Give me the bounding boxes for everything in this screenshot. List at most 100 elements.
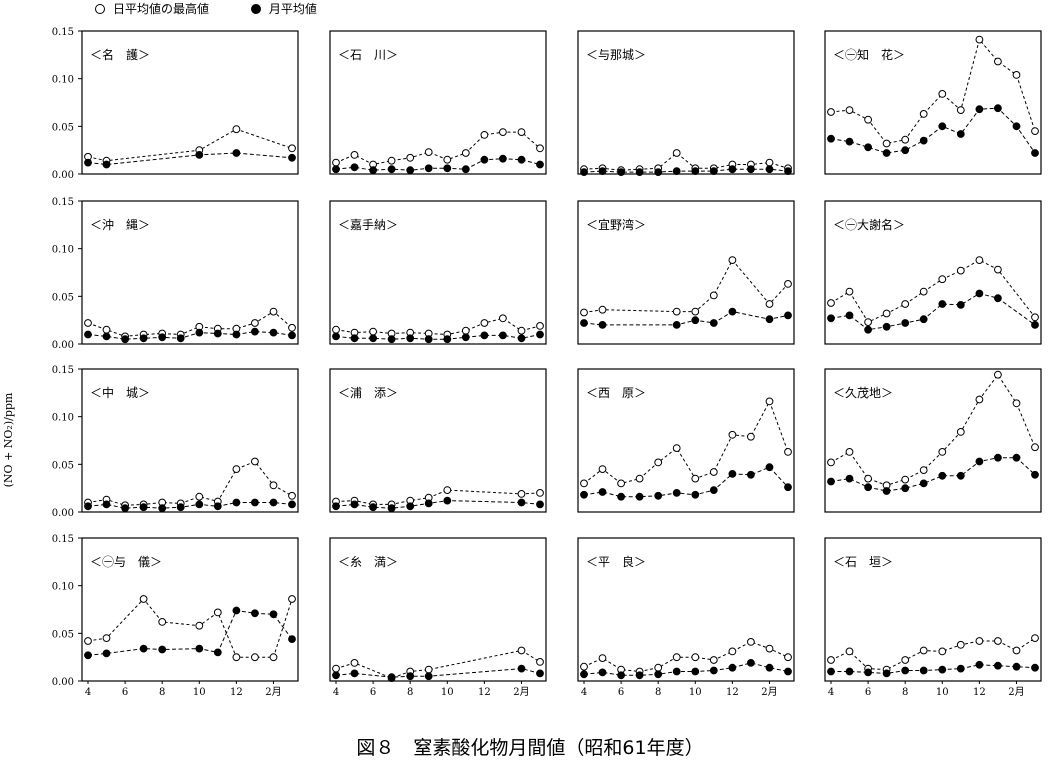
data-point-max xyxy=(102,634,111,642)
panel-frame xyxy=(81,368,299,513)
data-point-max xyxy=(654,663,663,672)
data-point-max xyxy=(598,305,607,314)
data-point-mean xyxy=(536,160,544,169)
data-point-mean xyxy=(350,163,359,172)
x-tick-label: 8 xyxy=(159,687,165,698)
data-point-mean xyxy=(288,153,296,162)
data-point-mean xyxy=(784,167,792,176)
data-point-max xyxy=(536,489,544,497)
panel-frame xyxy=(824,200,1042,345)
data-point-mean xyxy=(956,471,965,480)
data-point-max xyxy=(635,474,644,483)
data-point-mean xyxy=(882,487,891,495)
data-point-mean xyxy=(827,477,835,486)
data-point-mean xyxy=(580,490,588,499)
data-point-max xyxy=(975,256,984,265)
series-line-mean xyxy=(335,334,541,340)
panel-title: ＜石 川＞ xyxy=(338,48,398,62)
series-line-mean xyxy=(87,331,293,340)
panel-frame xyxy=(81,537,299,682)
data-point-max xyxy=(350,151,359,159)
y-tick-label: 0.15 xyxy=(52,534,74,545)
data-point-mean xyxy=(536,500,544,509)
y-tick-label: 0.05 xyxy=(52,292,74,303)
data-point-mean xyxy=(938,300,947,308)
data-point-max xyxy=(654,458,663,467)
data-point-max xyxy=(1031,127,1039,136)
data-point-max xyxy=(784,280,792,288)
data-point-max xyxy=(747,638,755,646)
data-point-max xyxy=(672,307,681,316)
data-point-max xyxy=(827,108,835,116)
panel-frame xyxy=(824,537,1042,682)
data-point-max xyxy=(480,319,489,327)
data-point-max xyxy=(288,595,296,603)
series-line-mean xyxy=(583,168,789,173)
data-point-mean xyxy=(882,322,891,331)
data-point-mean xyxy=(251,327,259,336)
data-point-max xyxy=(251,457,259,466)
data-point-mean xyxy=(158,504,167,513)
data-point-mean xyxy=(765,663,774,672)
data-point-mean xyxy=(350,334,359,343)
data-point-mean xyxy=(765,165,774,174)
panel-frame xyxy=(81,30,299,175)
y-axis-label: (NO + NO₂)/ppm xyxy=(2,392,15,487)
data-point-mean xyxy=(332,671,340,680)
data-point-max xyxy=(232,125,241,134)
x-tick-label: 8 xyxy=(407,687,413,698)
data-point-mean xyxy=(499,331,507,340)
data-point-mean xyxy=(121,335,129,344)
data-point-mean xyxy=(461,333,470,342)
legend: 日平均値の最高値 月平均値 xyxy=(95,0,355,18)
data-point-mean xyxy=(251,498,259,507)
data-point-mean xyxy=(332,502,340,511)
data-point-mean xyxy=(443,164,452,173)
data-point-mean xyxy=(536,330,544,339)
data-point-mean xyxy=(288,500,296,509)
data-point-mean xyxy=(406,502,415,511)
data-point-mean xyxy=(827,134,835,143)
data-point-mean xyxy=(672,489,681,497)
data-point-mean xyxy=(864,143,872,152)
data-point-max xyxy=(672,149,681,157)
panel-3: ＜与那城＞ xyxy=(577,30,795,177)
data-point-max xyxy=(827,656,835,664)
data-point-mean xyxy=(369,503,378,512)
data-point-mean xyxy=(213,648,222,657)
data-point-mean xyxy=(784,483,792,492)
data-point-max xyxy=(994,637,1002,645)
data-point-mean xyxy=(956,301,965,309)
data-point-max xyxy=(213,608,222,617)
panel-frame xyxy=(577,537,795,682)
x-tick-label: 8 xyxy=(902,687,908,698)
panel-15: ＜平 良＞ 4 6 8 10 12 2月 xyxy=(577,537,795,698)
data-point-max xyxy=(517,490,526,498)
data-point-mean xyxy=(387,504,396,513)
data-point-max xyxy=(580,662,588,671)
data-point-max xyxy=(919,110,928,118)
series-line-mean xyxy=(830,457,1036,492)
data-point-mean xyxy=(956,664,965,673)
data-point-max xyxy=(617,479,625,488)
data-point-max xyxy=(728,647,737,656)
data-point-mean xyxy=(919,136,928,145)
x-tick-label: 10 xyxy=(193,687,206,698)
panel-title: ＜西 原＞ xyxy=(586,386,646,400)
data-point-max xyxy=(269,307,278,316)
data-point-mean xyxy=(369,166,378,175)
data-point-max xyxy=(975,637,984,645)
data-point-mean xyxy=(269,498,278,507)
data-point-max xyxy=(919,646,928,655)
data-point-mean xyxy=(901,146,910,155)
data-point-max xyxy=(691,653,700,662)
data-point-max xyxy=(747,432,755,441)
series-line-mean xyxy=(87,152,293,166)
data-point-max xyxy=(350,659,359,667)
data-point-mean xyxy=(691,316,700,325)
series-line-max xyxy=(830,373,1036,486)
data-point-mean xyxy=(195,328,204,337)
data-point-mean xyxy=(406,672,415,681)
data-point-mean xyxy=(269,610,278,619)
